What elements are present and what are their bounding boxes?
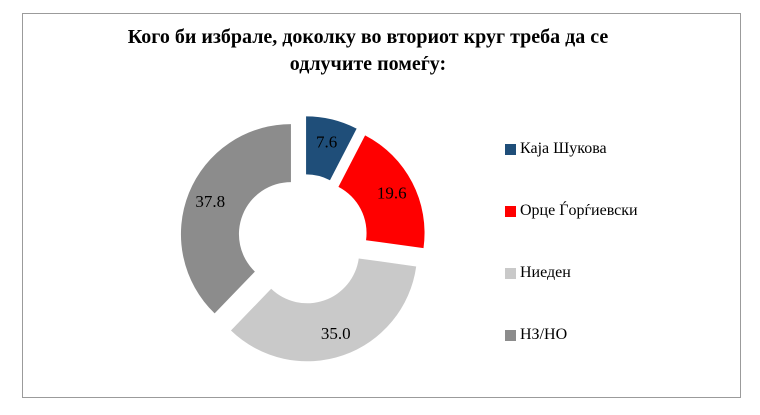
data-label: 35.0 [321, 324, 351, 343]
legend-item: Орце Ѓорѓиевски [505, 201, 638, 221]
legend-swatch [505, 205, 516, 217]
legend-item: НЗ/НО [505, 325, 638, 345]
donut-segment-2 [230, 258, 417, 362]
legend-label: Орце Ѓорѓиевски [520, 202, 638, 219]
legend-label: Ниеден [520, 264, 571, 281]
legend-item: Ниеден [505, 263, 638, 283]
data-label: 19.6 [377, 184, 407, 203]
donut-segment-0 [306, 116, 357, 181]
donut-segment-1 [338, 135, 425, 249]
data-label: 7.6 [316, 132, 337, 151]
chart-legend: Каја Шукова Орце Ѓорѓиевски Ниеден НЗ/НО [505, 139, 638, 387]
chart-title: Кого би избрале, доколку во вториот круг… [127, 26, 609, 75]
donut-segment-3 [180, 124, 291, 314]
legend-swatch [505, 267, 516, 279]
data-label: 37.8 [195, 192, 225, 211]
legend-item: Каја Шукова [505, 139, 638, 159]
legend-label: НЗ/НО [520, 326, 568, 343]
legend-label: Каја Шукова [520, 140, 607, 157]
legend-swatch [505, 143, 516, 155]
legend-swatch [505, 329, 516, 341]
